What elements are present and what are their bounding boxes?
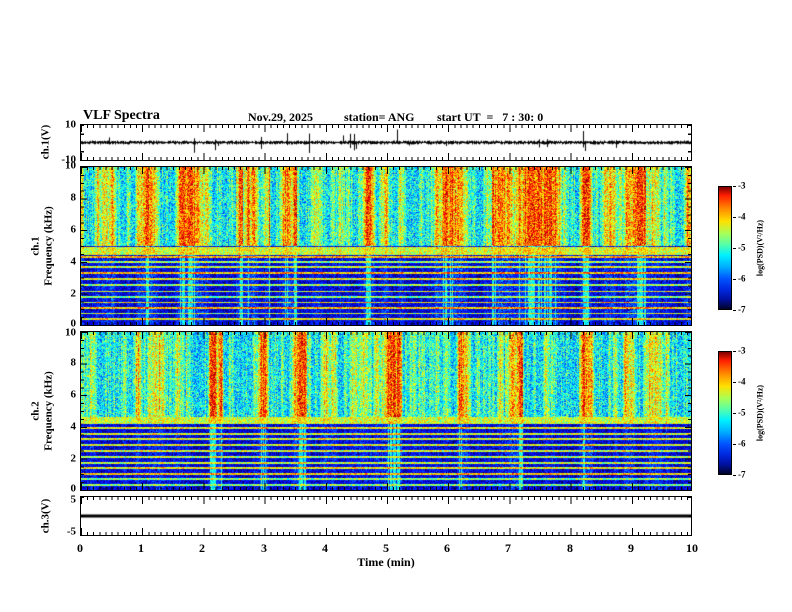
- ch3-waveform-panel: [80, 496, 692, 536]
- ch2-frequency-axis-label: ch.2 Frequency (kHz): [29, 371, 54, 451]
- x-tick-label: 2: [199, 541, 205, 555]
- colorbar-tick-label: -6: [738, 438, 746, 449]
- x-major-ticks: [81, 153, 691, 160]
- ch2-spectrogram-canvas: [81, 332, 691, 490]
- freq-tick-label: 8: [70, 356, 77, 369]
- ch3-voltage-axis-label: ch.3(V): [39, 498, 52, 534]
- x-tick-label: 3: [261, 541, 267, 555]
- colorbar-ticks: [733, 186, 736, 311]
- freq-tick-label: 4: [70, 420, 77, 433]
- y-ticks: [81, 125, 84, 160]
- x-major-ticks: [81, 125, 691, 132]
- colorbar-tick-label: -4: [738, 376, 746, 387]
- colorbar-tick-label: -7: [738, 304, 746, 315]
- y-major-ticks: [685, 332, 691, 490]
- x-tick-label: 6: [444, 541, 450, 555]
- freq-tick-label: 0: [70, 482, 77, 495]
- freq-tick-label: 2: [70, 452, 77, 465]
- start-ut-label: start UT = 7 : 30: 0: [437, 110, 544, 124]
- freq-tick-label: 2: [70, 287, 77, 300]
- ch1-waveform-panel: [80, 124, 692, 161]
- freq-tick-label: 6: [70, 223, 77, 236]
- y-ticks: [688, 125, 691, 160]
- ch1-frequency-axis-label: ch.1 Frequency (kHz): [29, 206, 54, 286]
- freq-tick-label: 4: [70, 255, 77, 268]
- time-axis-label: Time (min): [357, 555, 415, 569]
- colorbar-tick-label: -6: [738, 273, 746, 284]
- ch2-spectrogram-panel: [80, 331, 692, 491]
- x-major-ticks: [81, 167, 691, 174]
- colorbar-tick-label: -3: [738, 180, 746, 191]
- y-major-ticks: [685, 167, 691, 325]
- x-major-ticks: [81, 483, 691, 490]
- y-tick-label: -10: [61, 153, 76, 166]
- figure-title: VLF Spectra: [83, 108, 160, 123]
- station-label: station= ANG: [344, 110, 415, 124]
- y-major-ticks: [81, 167, 87, 325]
- ch1-spectrogram-canvas: [81, 167, 691, 325]
- freq-tick-label: 10: [65, 159, 76, 172]
- colorbar-tick-label: -4: [738, 211, 746, 222]
- frequency-axis-text: Frequency (kHz): [42, 206, 54, 286]
- x-tick-label: 9: [628, 541, 634, 555]
- x-tick-label: 1: [138, 541, 144, 555]
- date-label: Nov.29, 2025: [248, 110, 314, 124]
- colorbar-ticks: [733, 351, 736, 476]
- y-tick-label: 5: [70, 493, 77, 506]
- x-tick-label: 5: [383, 541, 389, 555]
- colorbar-tick-label: -7: [738, 469, 746, 480]
- colorbar-axis-label: log(PSD)(V²/Hz): [755, 384, 765, 442]
- freq-tick-label: 8: [70, 191, 77, 204]
- x-tick-label: 10: [686, 541, 698, 555]
- y-tick-label: -5: [66, 525, 76, 538]
- y-ticks: [81, 497, 84, 535]
- colorbar-tick-label: -5: [738, 407, 746, 418]
- x-tick-label: 8: [567, 541, 573, 555]
- freq-tick-label: 10: [65, 326, 76, 339]
- colorbar-axis-label: log(PSD)(V²/Hz): [755, 219, 765, 277]
- frequency-axis-text: Frequency (kHz): [42, 371, 54, 451]
- ch1-channel-label: ch.1: [29, 236, 42, 256]
- y-tick-label: 10: [65, 118, 76, 131]
- x-tick-label: 4: [322, 541, 328, 555]
- colorbar-ch1: [718, 186, 732, 310]
- colorbar-tick-label: -3: [738, 345, 746, 356]
- freq-tick-label: 0: [70, 317, 77, 330]
- x-major-ticks: [81, 332, 691, 339]
- x-major-ticks: [81, 497, 691, 504]
- colorbar-ch2: [718, 351, 732, 475]
- ch1-spectrogram-panel: [80, 166, 692, 326]
- x-tick-label: 0: [77, 541, 83, 555]
- ch1-voltage-axis-label: ch.1(V): [39, 124, 52, 160]
- colorbar-tick-label: -5: [738, 242, 746, 253]
- ch2-channel-label: ch.2: [29, 401, 42, 421]
- freq-tick-label: 6: [70, 388, 77, 401]
- x-tick-label: 7: [505, 541, 511, 555]
- x-major-ticks: [81, 528, 691, 535]
- y-ticks: [688, 497, 691, 535]
- x-major-ticks: [81, 318, 691, 325]
- y-major-ticks: [81, 332, 87, 490]
